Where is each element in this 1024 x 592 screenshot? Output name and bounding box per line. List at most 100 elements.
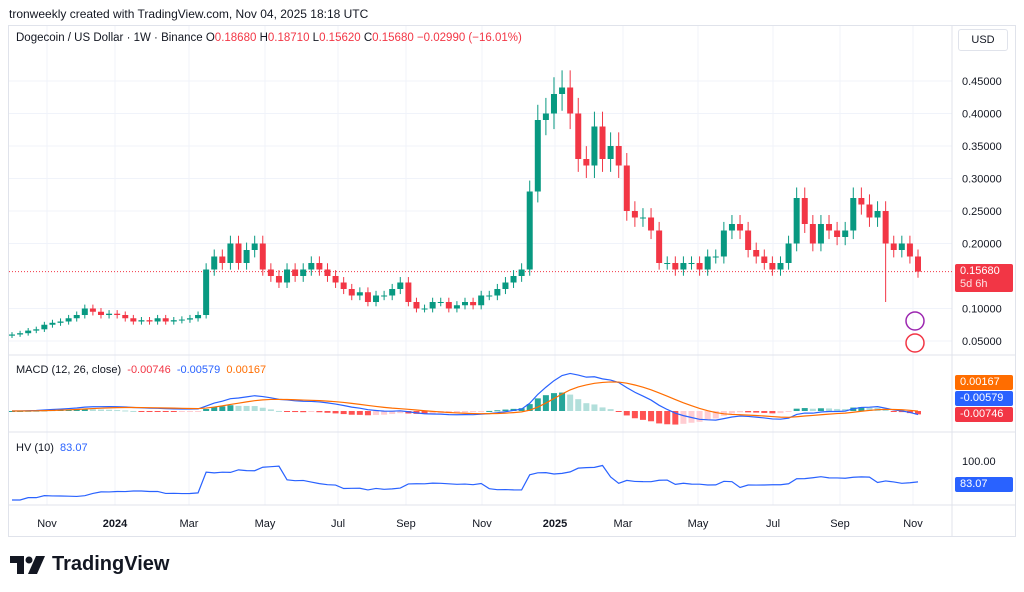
macd-histogram-bar <box>858 407 865 411</box>
candle-body <box>130 318 137 322</box>
candle-body <box>664 263 671 264</box>
candle-body <box>542 113 549 120</box>
candle-body <box>373 295 380 302</box>
macd-histogram-bar <box>737 411 744 413</box>
macd-histogram-bar <box>664 411 671 425</box>
candle-body <box>332 276 339 283</box>
time-axis-label: 2025 <box>543 518 567 530</box>
candle-body <box>834 230 841 237</box>
macd-histogram-bar <box>583 403 590 411</box>
candle-body <box>146 320 153 322</box>
macd-histogram-bar <box>381 411 388 415</box>
histogram-tag: -0.00746 <box>955 407 1013 422</box>
candle-body <box>17 333 24 335</box>
price-axis-label: 0.25000 <box>962 206 1002 218</box>
macd-tag: -0.00579 <box>955 391 1013 406</box>
macd-histogram-bar <box>170 411 177 412</box>
candle-body <box>364 292 371 302</box>
candle-body <box>769 263 776 270</box>
candle-body <box>462 302 468 306</box>
macd-legend[interactable]: MACD (12, 26, close) -0.00746 -0.00579 0… <box>16 364 267 376</box>
tradingview-logo[interactable]: TradingView <box>10 553 169 576</box>
candle-body <box>680 263 687 270</box>
macd-histogram-bar <box>793 408 800 411</box>
macd-histogram-bar <box>300 411 307 413</box>
candle-body <box>227 243 234 263</box>
candle-body <box>65 318 72 322</box>
macd-histogram-bar <box>648 411 655 422</box>
hv-axis-label: 100.00 <box>962 456 996 468</box>
candle-body <box>526 191 533 270</box>
macd-line <box>11 372 919 421</box>
hv-tag: 83.07 <box>955 477 1013 492</box>
candle-body <box>73 315 80 319</box>
tradingview-logo-icon <box>10 555 45 574</box>
time-axis-label: Nov <box>37 518 57 530</box>
candle-body <box>49 322 56 325</box>
candle-body <box>437 302 444 303</box>
candle-body <box>486 295 493 297</box>
macd-histogram-bar <box>178 411 185 412</box>
candle-body <box>550 94 557 114</box>
candle-body <box>720 230 727 257</box>
candle-body <box>688 263 695 264</box>
macd-histogram-bar <box>526 404 533 411</box>
candle-body <box>275 276 282 283</box>
macd-histogram-bar <box>809 408 816 411</box>
price-axis-label: 0.10000 <box>962 304 1002 316</box>
macd-histogram-bar <box>494 410 501 412</box>
macd-histogram-bar <box>478 411 485 412</box>
macd-histogram-bar <box>591 404 598 411</box>
macd-histogram-bar <box>89 409 96 411</box>
macd-histogram-bar <box>235 405 242 411</box>
hv-legend[interactable]: HV (10) 83.07 <box>16 442 88 454</box>
macd-histogram-bar <box>114 410 121 412</box>
macd-histogram-bar <box>470 411 477 413</box>
time-axis-label: 2024 <box>103 518 128 530</box>
macd-histogram-bar <box>639 411 646 420</box>
candle-body <box>243 250 250 263</box>
currency-button[interactable]: USD <box>958 29 1008 51</box>
macd-histogram-bar <box>631 411 638 419</box>
macd-histogram-bar <box>453 411 460 413</box>
chart-frame[interactable] <box>8 25 1016 537</box>
candle-body <box>33 329 40 331</box>
candle-body <box>259 243 266 270</box>
candle-body <box>292 269 299 276</box>
candle-body <box>389 289 396 296</box>
price-axis-label: 0.20000 <box>962 239 1002 251</box>
macd-histogram-bar <box>397 411 404 414</box>
chart-credit: tronweekly created with TradingView.com,… <box>9 7 369 21</box>
economic-event-icon <box>905 333 925 353</box>
macd-histogram-bar <box>267 409 274 411</box>
macd-histogram-bar <box>162 411 169 412</box>
macd-histogram-bar <box>356 411 363 415</box>
candle-body <box>445 302 452 309</box>
macd-histogram-bar <box>567 394 574 411</box>
macd-histogram-bar <box>186 411 193 412</box>
candle-body <box>162 318 169 322</box>
macd-histogram-bar <box>550 393 557 411</box>
macd-histogram-bar <box>915 411 921 415</box>
macd-histogram-bar <box>615 411 622 412</box>
candle-body <box>324 269 331 276</box>
macd-histogram-bar <box>364 411 371 416</box>
macd-histogram-bar <box>292 411 299 413</box>
macd-histogram-bar <box>801 408 808 411</box>
candle-body <box>356 292 363 296</box>
time-axis-label: Mar <box>614 518 633 530</box>
candle-body <box>518 269 525 276</box>
candle-body <box>728 224 735 231</box>
candle-body <box>203 269 210 315</box>
candle-body <box>882 211 889 244</box>
macd-histogram-bar <box>704 411 711 421</box>
macd-histogram-bar <box>275 410 282 412</box>
macd-histogram-bar <box>340 411 347 415</box>
candle-body <box>826 224 833 231</box>
candle-body <box>219 256 226 263</box>
candle-body <box>890 243 897 250</box>
price-axis-label: 0.05000 <box>962 336 1002 348</box>
candle-body <box>623 165 630 211</box>
candle-body <box>81 308 88 315</box>
